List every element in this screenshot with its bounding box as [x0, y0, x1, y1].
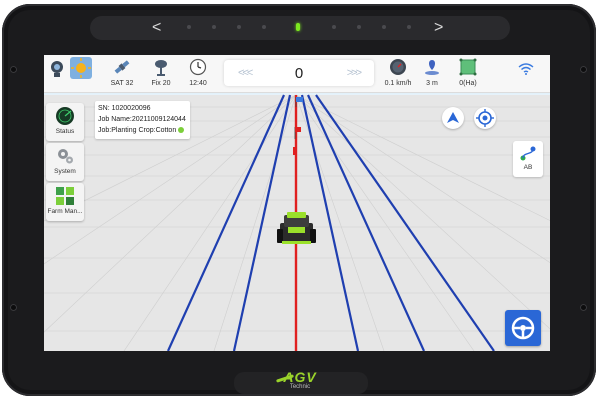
nav-forward-button[interactable]: >	[434, 19, 444, 36]
offset-counter[interactable]: <<< 0 >>>	[224, 60, 374, 86]
antenna-icon	[152, 58, 170, 76]
top-bumper	[90, 16, 510, 40]
indicator-led	[332, 25, 336, 29]
gears-icon	[55, 146, 75, 166]
shift-left-button[interactable]: <<<	[238, 67, 253, 79]
job-info-panel: SN: 1020020096 Job Name:20211009124044 J…	[95, 101, 190, 139]
fix-status-label: Fix 20	[151, 80, 171, 87]
ab-route-icon	[513, 144, 543, 164]
indicator-led	[357, 25, 361, 29]
steering-wheel-icon	[511, 316, 535, 340]
indicator-led	[382, 25, 386, 29]
brand-subtitle: Technic	[289, 384, 311, 390]
indicator-led	[187, 25, 191, 29]
screw	[580, 66, 587, 73]
path-marker	[293, 147, 297, 155]
job-details-row: Job:Planting Crop:Cotton	[98, 125, 187, 136]
brand-logo: AGV Technic	[262, 370, 338, 390]
screw	[10, 66, 17, 73]
distance-status: 3 m	[419, 58, 445, 87]
sun-icon	[70, 57, 92, 79]
fix-status[interactable]: Fix 20	[147, 58, 175, 87]
indicator-led	[212, 25, 216, 29]
area-status: 0(Ha)	[454, 58, 482, 87]
app-screen: SAT 32 Fix 20 12:40 <<< 0 >>> 0.1 km/h	[44, 55, 550, 351]
sidebar-item-label: Status	[55, 128, 75, 135]
sidebar-item-label: Farm Man...	[47, 208, 83, 215]
screw	[10, 304, 17, 311]
satellite-count[interactable]: SAT 32	[108, 58, 136, 87]
speed-status: 0.1 km/h	[380, 58, 416, 87]
locate-icon	[476, 109, 494, 127]
view-mode-button[interactable]	[442, 107, 464, 129]
clock-status: 12:40	[186, 58, 210, 87]
pin-icon	[423, 58, 441, 76]
time-label: 12:40	[189, 80, 207, 87]
ab-button-label: AB	[523, 164, 533, 171]
indicator-led	[407, 25, 411, 29]
auto-steer-button[interactable]	[505, 310, 541, 346]
radar-icon	[55, 106, 75, 126]
flag-marker-b	[295, 97, 303, 107]
offset-value: 0	[294, 65, 304, 82]
navigation-arrow-icon	[447, 112, 459, 123]
power-led	[296, 23, 300, 31]
indicator-led	[237, 25, 241, 29]
screw	[580, 304, 587, 311]
gnss-status[interactable]	[48, 60, 66, 78]
job-name: Job Name:20211009124044	[98, 116, 186, 123]
weather-status[interactable]	[70, 57, 92, 79]
sidebar-item-status[interactable]: Status	[46, 103, 84, 141]
ab-line-button[interactable]: AB	[513, 141, 543, 177]
job-details: Job:Planting Crop:Cotton	[98, 127, 177, 134]
shift-right-button[interactable]: >>>	[346, 67, 362, 79]
brand-name: AGV	[283, 369, 317, 385]
speedometer-icon	[389, 58, 407, 76]
status-bar: SAT 32 Fix 20 12:40 <<< 0 >>> 0.1 km/h	[44, 55, 550, 93]
sidebar-item-label: System	[54, 168, 76, 175]
sidebar-item-system[interactable]: System	[46, 143, 84, 181]
nav-back-button[interactable]: <	[152, 19, 162, 36]
distance-label: 3 m	[426, 80, 438, 87]
field-view	[44, 85, 550, 351]
wifi-icon[interactable]	[518, 63, 534, 77]
satellite-icon	[113, 58, 131, 76]
field-icon	[55, 186, 75, 206]
flag-marker-a	[294, 127, 301, 139]
sidebar-item-farm-management[interactable]: Farm Man...	[46, 183, 84, 221]
crop-icon	[178, 127, 185, 134]
clock-icon	[189, 58, 207, 76]
indicator-led	[262, 25, 266, 29]
gps-receiver-icon	[48, 60, 66, 78]
satellite-count-label: SAT 32	[110, 80, 134, 87]
serial-number: SN: 1020020096	[98, 105, 151, 112]
parallel-guidance-lines	[166, 94, 495, 351]
speed-label: 0.1 km/h	[384, 80, 412, 87]
field-area-icon	[459, 58, 477, 76]
area-label: 0(Ha)	[459, 80, 477, 87]
recenter-button[interactable]	[474, 107, 496, 129]
bottom-bumper	[234, 372, 368, 394]
tractor-icon	[277, 212, 316, 244]
